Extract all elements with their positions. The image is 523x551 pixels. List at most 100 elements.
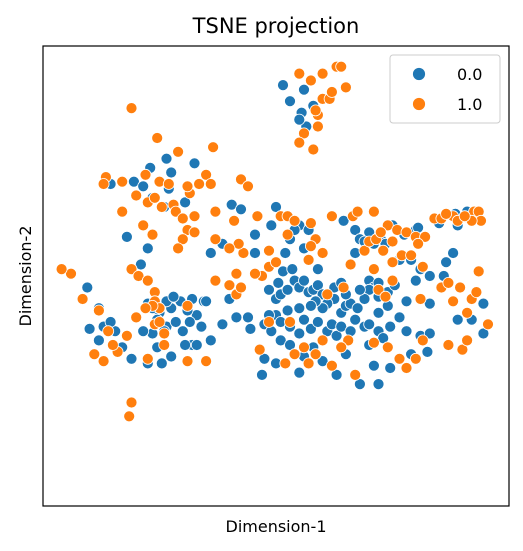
scatter-point-0.0 (393, 311, 406, 324)
scatter-point-0.0 (298, 83, 310, 96)
scatter-point-0.0 (409, 274, 422, 287)
scatter-point-1.0 (181, 180, 194, 193)
scatter-point-0.0 (367, 359, 380, 372)
scatter-point-0.0 (330, 368, 343, 381)
legend-label-0: 0.0 (457, 65, 482, 84)
scatter-point-1.0 (249, 267, 261, 280)
scatter-point-0.0 (293, 327, 306, 340)
scatter-point-1.0 (470, 286, 483, 299)
scatter-point-1.0 (116, 175, 129, 188)
scatter-point-1.0 (263, 316, 275, 328)
scatter-point-0.0 (311, 279, 324, 292)
scatter-point-1.0 (416, 260, 429, 273)
scatter-point-0.0 (281, 304, 294, 317)
scatter-point-1.0 (146, 228, 159, 241)
scatter-point-0.0 (121, 230, 133, 243)
scatter-point-0.0 (451, 313, 464, 326)
scatter-point-0.0 (351, 302, 364, 315)
scatter-point-0.0 (358, 293, 371, 305)
scatter-point-1.0 (281, 228, 294, 241)
scatter-point-0.0 (293, 113, 306, 126)
scatter-point-1.0 (386, 256, 399, 269)
scatter-point-1.0 (304, 74, 317, 87)
scatter-point-0.0 (304, 322, 317, 335)
scatter-point-1.0 (232, 237, 245, 250)
scatter-point-1.0 (400, 362, 413, 374)
scatter-point-0.0 (270, 201, 282, 213)
scatter-point-1.0 (137, 219, 150, 232)
scatter-point-1.0 (76, 293, 89, 305)
scatter-point-0.0 (447, 247, 460, 259)
scatter-point-1.0 (123, 410, 136, 423)
scatter-point-1.0 (344, 258, 357, 271)
scatter-point-0.0 (316, 355, 329, 368)
scatter-point-0.0 (316, 302, 329, 315)
scatter-point-1.0 (209, 205, 222, 218)
scatter-point-1.0 (472, 265, 485, 278)
scatter-point-0.0 (83, 322, 96, 335)
scatter-point-1.0 (461, 334, 474, 347)
scatter-point-1.0 (55, 263, 68, 276)
scatter-point-0.0 (179, 339, 192, 351)
scatter-point-0.0 (337, 214, 350, 227)
scatter-point-1.0 (130, 311, 143, 324)
scatter-point-0.0 (200, 295, 213, 308)
scatter-point-0.0 (216, 318, 229, 331)
scatter-point-1.0 (132, 270, 145, 282)
scatter-point-1.0 (454, 281, 467, 294)
scatter-point-1.0 (335, 341, 348, 354)
scatter-point-1.0 (316, 247, 329, 259)
scatter-point-1.0 (400, 226, 413, 239)
scatter-point-0.0 (372, 378, 385, 391)
scatter-point-1.0 (181, 355, 194, 368)
scatter-point-0.0 (400, 295, 413, 308)
scatter-point-1.0 (102, 325, 115, 338)
scatter-point-1.0 (367, 263, 380, 276)
scatter-point-0.0 (141, 242, 154, 255)
scatter-point-1.0 (325, 210, 338, 223)
scatter-point-1.0 (97, 178, 110, 190)
scatter-point-1.0 (304, 217, 317, 230)
scatter-point-0.0 (293, 302, 306, 315)
scatter-point-1.0 (176, 212, 189, 225)
scatter-point-0.0 (274, 334, 287, 347)
scatter-point-0.0 (169, 316, 182, 328)
scatter-point-1.0 (155, 201, 168, 213)
scatter-point-0.0 (244, 322, 257, 335)
scatter-point-0.0 (286, 263, 299, 276)
scatter-point-1.0 (121, 329, 133, 342)
scatter-point-1.0 (342, 334, 355, 347)
scatter-point-1.0 (169, 205, 182, 218)
scatter-point-1.0 (176, 233, 189, 246)
scatter-point-0.0 (353, 283, 366, 296)
scatter-point-0.0 (311, 316, 324, 328)
scatter-point-1.0 (293, 67, 306, 80)
scatter-point-0.0 (81, 281, 94, 294)
chart-title: TSNE projection (192, 14, 360, 38)
scatter-point-0.0 (137, 180, 150, 193)
scatter-point-0.0 (330, 329, 343, 342)
scatter-point-0.0 (284, 339, 296, 351)
scatter-point-1.0 (337, 281, 350, 294)
scatter-point-0.0 (477, 327, 490, 340)
scatter-point-1.0 (293, 136, 306, 149)
scatter-point-1.0 (358, 244, 371, 257)
scatter-point-1.0 (188, 210, 201, 223)
scatter-point-1.0 (263, 244, 275, 257)
scatter-point-0.0 (265, 219, 278, 232)
scatter-point-0.0 (195, 320, 208, 333)
scatter-point-1.0 (116, 205, 129, 218)
scatter-point-1.0 (311, 120, 324, 133)
scatter-point-1.0 (162, 178, 175, 190)
scatter-point-1.0 (461, 306, 474, 319)
scatter-point-1.0 (386, 274, 399, 287)
scatter-point-1.0 (279, 357, 292, 370)
scatter-point-1.0 (442, 276, 455, 289)
scatter-point-0.0 (423, 327, 436, 340)
scatter-point-0.0 (279, 247, 292, 259)
scatter-point-1.0 (181, 299, 194, 312)
scatter-point-0.0 (155, 357, 168, 370)
y-axis-label: Dimension-2 (16, 226, 35, 327)
scatter-point-0.0 (256, 368, 268, 381)
scatter-point-0.0 (242, 311, 254, 324)
